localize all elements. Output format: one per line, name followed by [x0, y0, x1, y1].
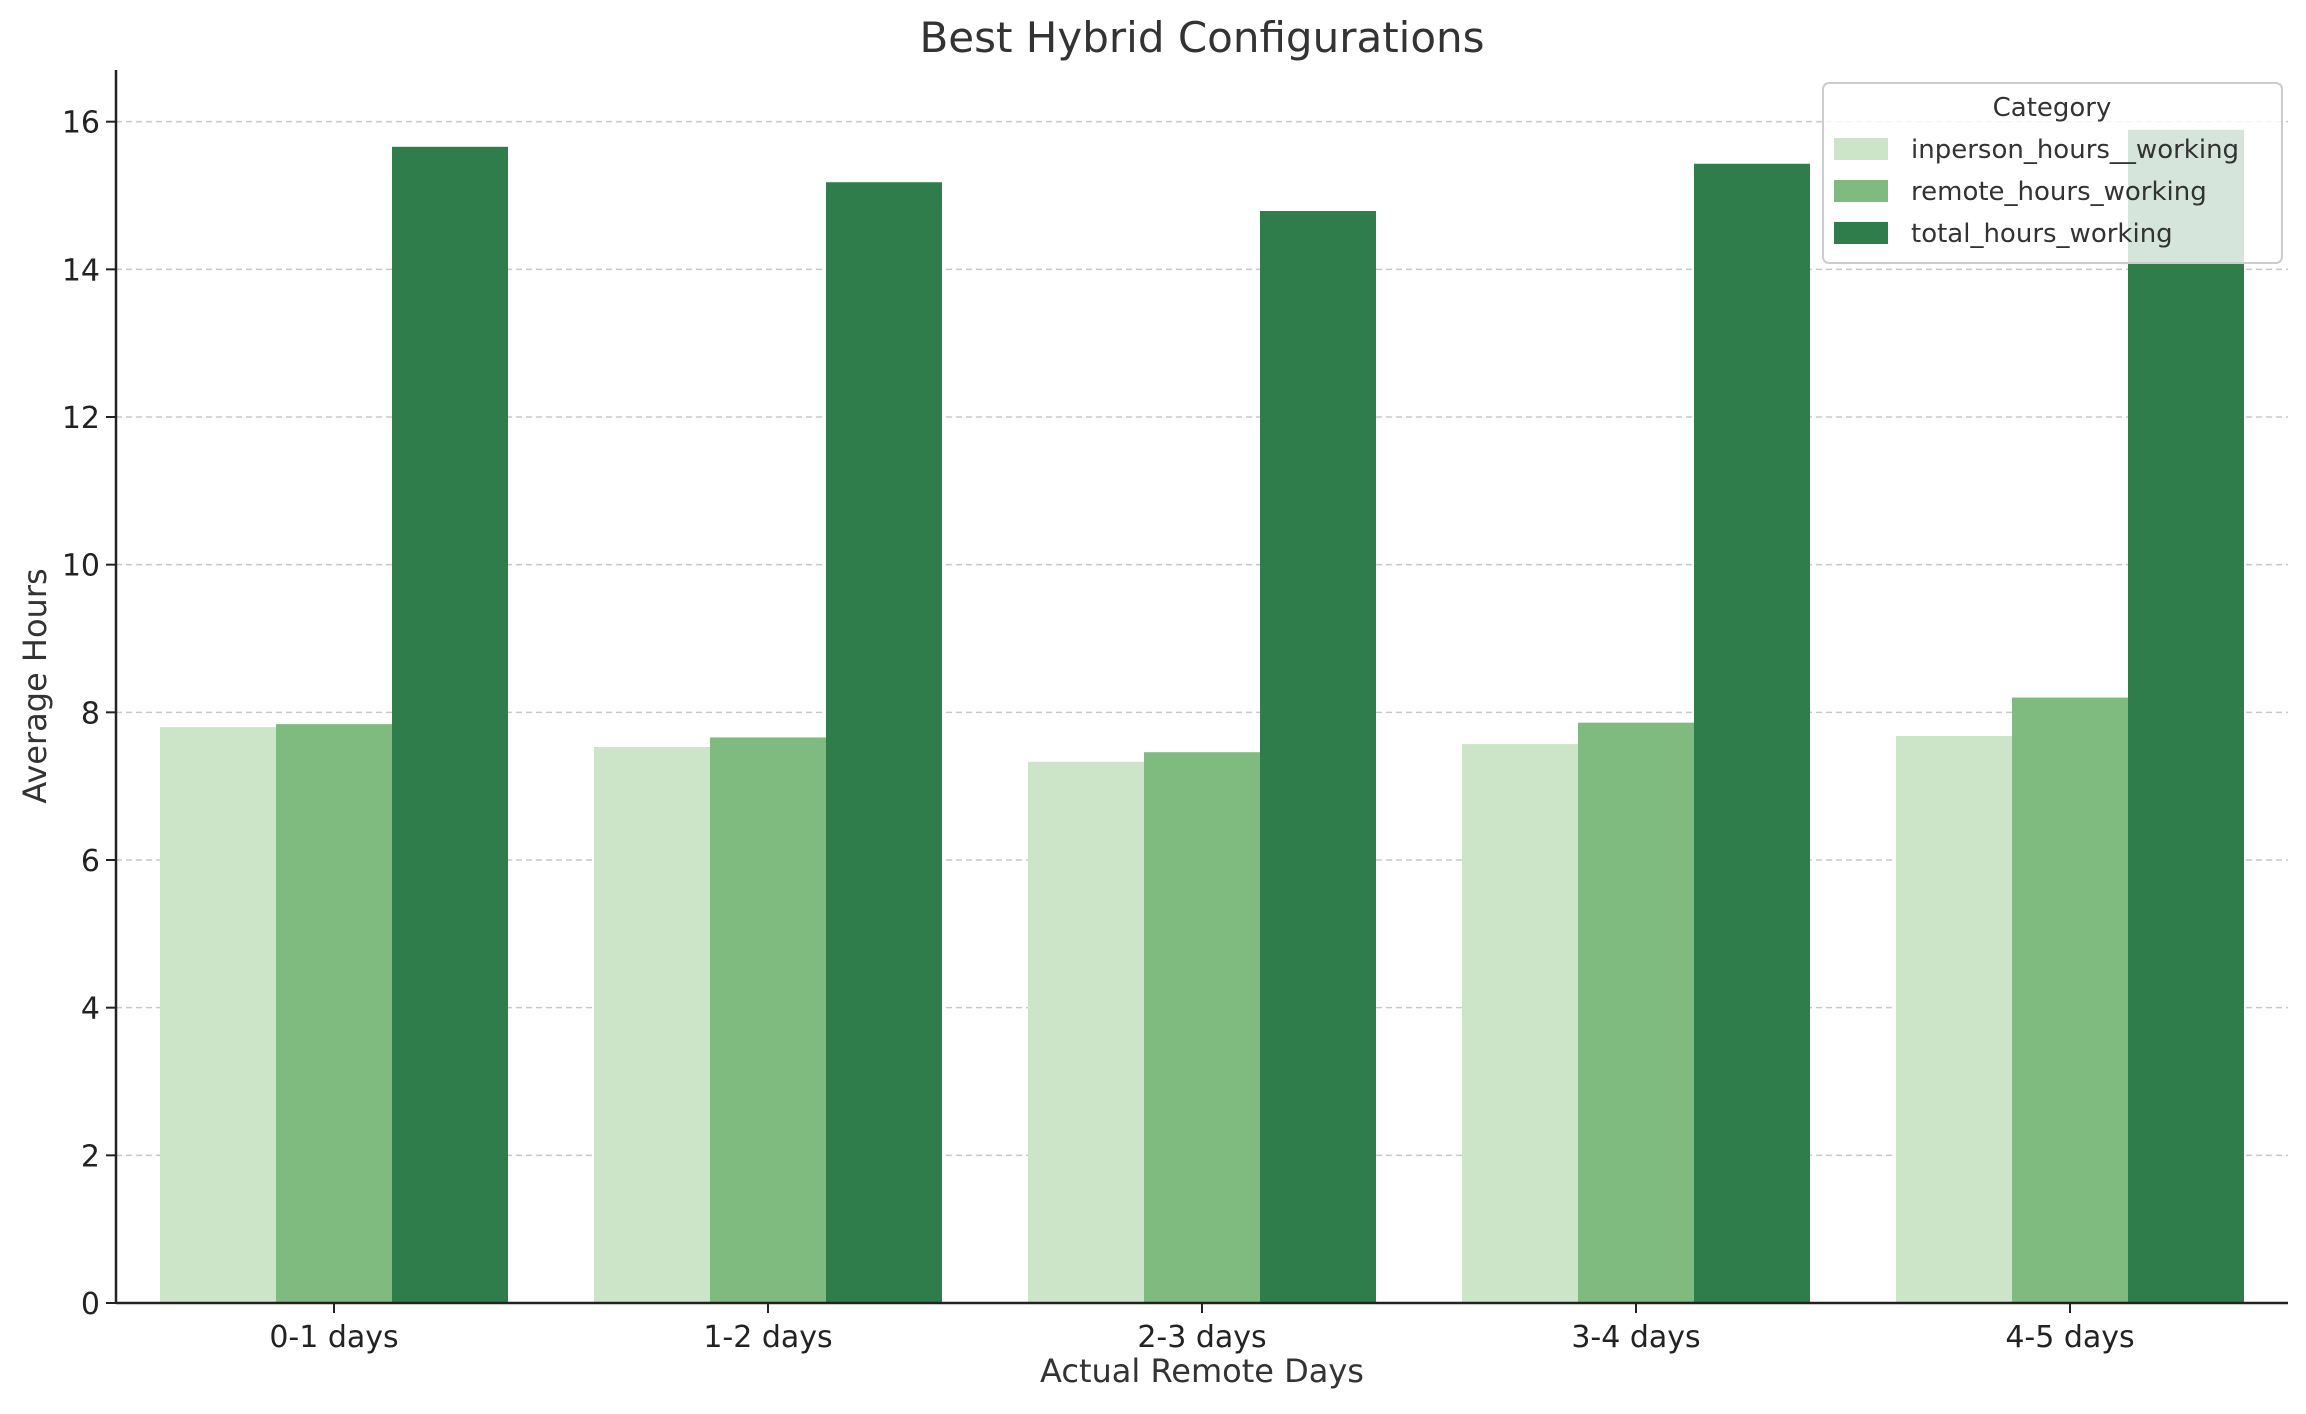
legend-box [1822, 82, 2283, 264]
legend-swatch [1834, 222, 1888, 244]
legend: Category inperson_hours__working remote_h… [1822, 82, 2283, 264]
y-tick-label: 0 [81, 1287, 100, 1322]
x-ticks: 0-1 days 1-2 days 2-3 days 3-4 days 4-5 days [269, 1303, 2135, 1355]
y-tick-label: 2 [81, 1139, 100, 1174]
bar-total_hours_working-2 [1260, 211, 1376, 1303]
y-tick-label: 16 [62, 106, 100, 141]
bars [160, 129, 2244, 1304]
legend-label: total_hours_working [1911, 219, 2173, 249]
y-tick-label: 12 [62, 401, 100, 436]
y-tick-label: 4 [81, 992, 100, 1027]
x-tick-label: 1-2 days [703, 1320, 832, 1355]
bar-total_hours_working-4 [2128, 129, 2244, 1303]
bar-remote_hours_working-3 [1578, 722, 1694, 1303]
legend-items: inperson_hours__working remote_hours_work… [1834, 135, 2239, 249]
legend-swatch [1834, 180, 1888, 202]
y-tick-label: 8 [81, 696, 100, 731]
x-tick-label: 0-1 days [269, 1320, 398, 1355]
bar-remote_hours_working-4 [2012, 697, 2128, 1303]
bar-total_hours_working-0 [392, 146, 508, 1303]
legend-swatch [1834, 138, 1888, 160]
x-tick-label: 3-4 days [1571, 1320, 1700, 1355]
bar-inperson_hours__working-2 [1028, 761, 1144, 1303]
bar-inperson_hours__working-0 [160, 727, 276, 1303]
y-ticks: 0 2 4 6 8 10 12 14 16 [62, 106, 116, 1322]
bar-inperson_hours__working-3 [1462, 744, 1578, 1303]
legend-label: inperson_hours__working [1911, 135, 2239, 165]
x-tick-label: 4-5 days [2005, 1320, 2134, 1355]
y-axis-label: Average Hours [16, 568, 54, 803]
y-tick-label: 14 [62, 253, 100, 288]
y-tick-label: 10 [62, 549, 100, 584]
bar-inperson_hours__working-1 [594, 747, 710, 1303]
bar-remote_hours_working-0 [276, 724, 392, 1303]
bar-total_hours_working-3 [1694, 163, 1810, 1303]
x-axis-label: Actual Remote Days [1040, 1352, 1364, 1390]
x-tick-label: 2-3 days [1137, 1320, 1266, 1355]
chart-title: Best Hybrid Configurations [919, 13, 1484, 62]
y-tick-label: 6 [81, 844, 100, 879]
bar-remote_hours_working-2 [1144, 752, 1260, 1303]
bar-remote_hours_working-1 [710, 737, 826, 1303]
legend-label: remote_hours_working [1911, 177, 2207, 207]
bar-total_hours_working-1 [826, 182, 942, 1304]
legend-title: Category [1993, 93, 2112, 123]
bar-inperson_hours__working-4 [1896, 735, 2012, 1303]
